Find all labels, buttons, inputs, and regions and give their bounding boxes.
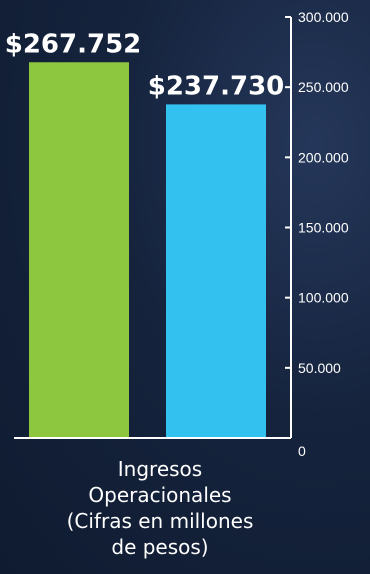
y-tick-label: 100.000 — [298, 290, 349, 306]
y-tick-label: 0 — [298, 443, 306, 459]
category-label: Ingresos Operacionales (Cifras en millon… — [0, 456, 320, 560]
y-tick-label: 50.000 — [298, 360, 341, 376]
y-tick-label: 250.000 — [298, 79, 349, 95]
bar — [29, 62, 129, 438]
y-tick-label: 300.000 — [298, 9, 349, 25]
bar-data-label: $267.752 — [5, 29, 142, 59]
y-tick-label: 150.000 — [298, 220, 349, 236]
category-label-line: (Cifras en millones — [66, 509, 254, 533]
y-tick-label: 200.000 — [298, 149, 349, 165]
category-label-line: Operacionales — [88, 483, 232, 507]
bar — [166, 104, 266, 439]
category-label-line: de pesos) — [111, 535, 209, 559]
bar-data-label: $237.730 — [148, 71, 285, 101]
category-label-line: Ingresos — [117, 457, 203, 481]
